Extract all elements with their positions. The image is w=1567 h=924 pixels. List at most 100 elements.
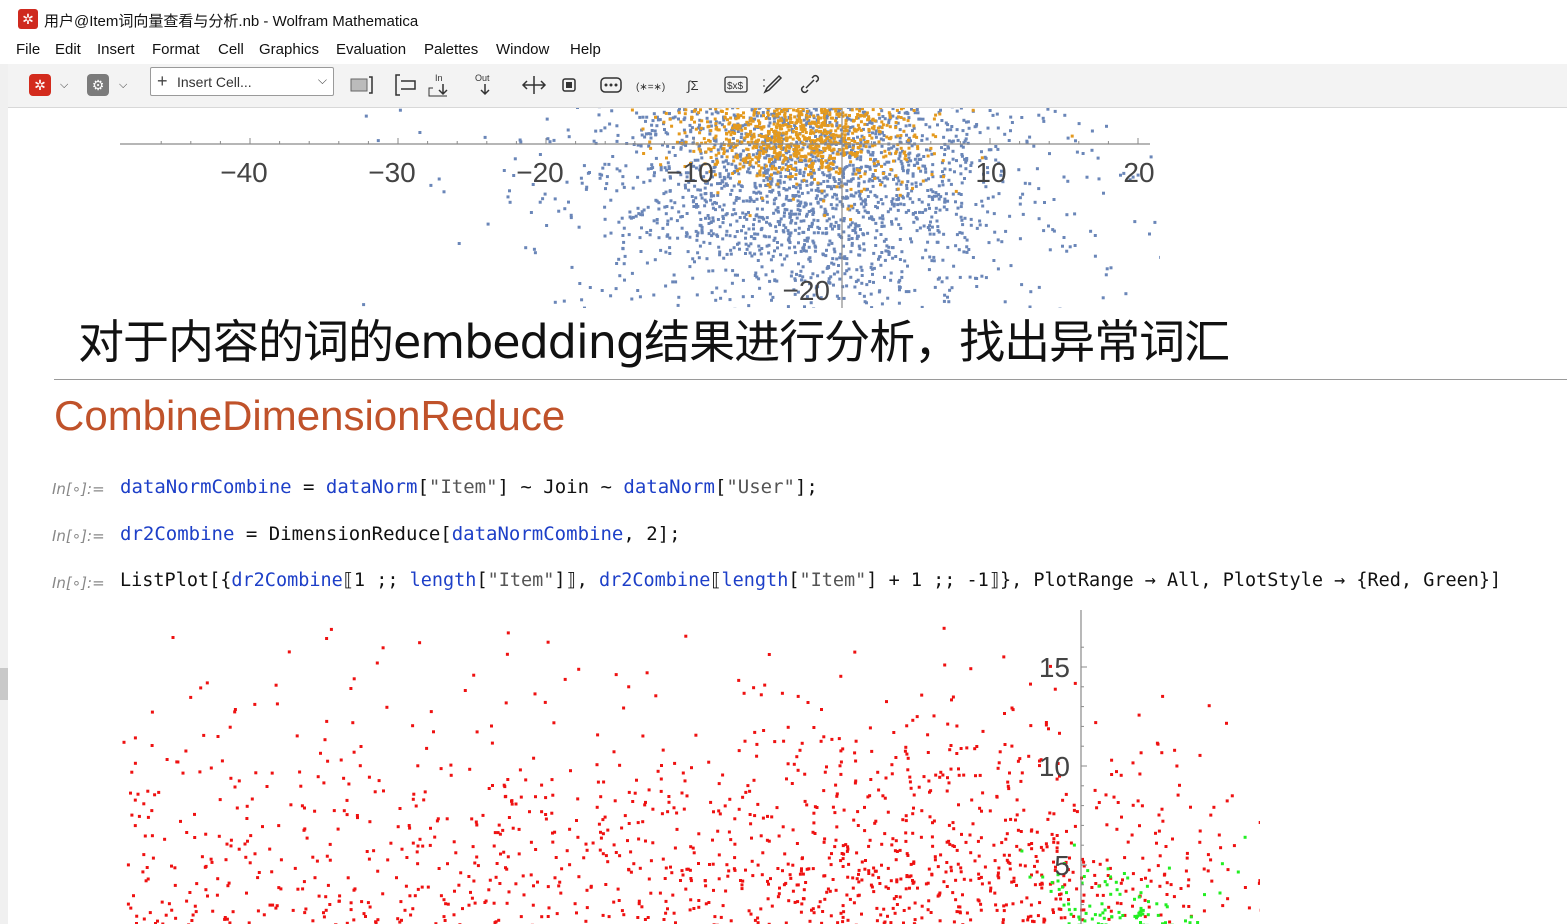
menu-window[interactable]: Window bbox=[496, 41, 550, 58]
bottom-point-red bbox=[405, 856, 409, 859]
evaluate-dropdown[interactable]: ⌵ bbox=[60, 72, 68, 98]
top-point-blue bbox=[936, 123, 939, 127]
top-point-blue bbox=[928, 228, 931, 232]
top-point-orange bbox=[764, 150, 768, 154]
bottom-point-red bbox=[812, 811, 816, 815]
bottom-point-green bbox=[1141, 908, 1145, 912]
output-cell-icon[interactable]: Out bbox=[475, 73, 490, 96]
menu-edit[interactable]: Edit bbox=[55, 41, 81, 58]
top-point-blue bbox=[636, 206, 640, 210]
top-point-blue bbox=[767, 154, 771, 158]
top-point-blue bbox=[752, 223, 755, 227]
top-point-blue bbox=[920, 134, 924, 138]
bottom-point-red bbox=[760, 873, 764, 877]
menu-file[interactable]: File bbox=[16, 41, 41, 58]
bottom-point-red bbox=[446, 862, 449, 866]
placeholder-icon[interactable]: (∗=∗) bbox=[636, 82, 665, 93]
bottom-point-red bbox=[355, 814, 359, 817]
input-cell-3[interactable]: ListPlot[{dr2Combine⟦1 ;; length["Item"]… bbox=[120, 570, 1501, 591]
top-point-blue bbox=[710, 234, 714, 238]
abort-button[interactable]: ⚙ bbox=[87, 72, 109, 98]
top-point-orange bbox=[732, 123, 736, 127]
top-point-orange bbox=[892, 159, 895, 163]
bottom-point-red bbox=[911, 881, 915, 885]
bottom-point-red bbox=[716, 829, 720, 833]
top-point-blue bbox=[769, 223, 773, 227]
top-point-orange bbox=[831, 133, 835, 136]
scroll-marker[interactable] bbox=[0, 668, 8, 700]
section-title[interactable]: CombineDimensionReduce bbox=[54, 392, 566, 439]
group-cells-icon[interactable] bbox=[395, 74, 416, 96]
top-point-blue bbox=[682, 128, 686, 132]
menu-graphics[interactable]: Graphics bbox=[259, 41, 320, 58]
math-assistant-icon[interactable]: ∫Σ bbox=[686, 78, 699, 93]
top-point-orange bbox=[813, 151, 817, 155]
insert-cell-select[interactable]: + Insert Cell... ⌵ bbox=[150, 67, 334, 96]
bottom-point-red bbox=[782, 739, 786, 743]
top-point-orange bbox=[816, 125, 820, 129]
tex-icon[interactable]: $x$ bbox=[724, 76, 748, 93]
bottom-point-red bbox=[589, 884, 593, 888]
copy-icon[interactable] bbox=[562, 78, 576, 92]
top-point-orange bbox=[902, 151, 906, 155]
bottom-point-red bbox=[746, 784, 750, 788]
top-point-blue bbox=[563, 207, 567, 211]
top-point-blue bbox=[825, 266, 829, 270]
top-point-blue bbox=[910, 182, 914, 186]
top-point-blue bbox=[583, 306, 586, 308]
top-point-blue bbox=[975, 285, 979, 288]
bottom-point-red bbox=[805, 867, 809, 871]
input-cell-1[interactable]: dataNormCombine = dataNorm["Item"] ~ Joi… bbox=[120, 476, 818, 498]
menu-palettes[interactable]: Palettes bbox=[424, 41, 479, 58]
top-point-blue bbox=[706, 214, 710, 217]
code-token: [ bbox=[476, 570, 488, 591]
top-point-orange bbox=[751, 146, 755, 150]
cell-bracket-icon[interactable] bbox=[350, 76, 373, 94]
more-icon[interactable] bbox=[600, 77, 622, 93]
pen-icon[interactable] bbox=[763, 74, 783, 94]
top-point-blue bbox=[852, 144, 855, 148]
abort-dropdown[interactable]: ⌵ bbox=[119, 72, 127, 98]
menu-cell[interactable]: Cell bbox=[218, 41, 244, 58]
bottom-point-red bbox=[905, 852, 909, 856]
bottom-point-red bbox=[1081, 899, 1085, 903]
menu-format[interactable]: Format bbox=[152, 41, 200, 58]
top-point-blue bbox=[677, 109, 681, 113]
top-point-blue bbox=[717, 245, 721, 249]
input-cell-icon[interactable]: In bbox=[428, 73, 448, 97]
top-point-blue bbox=[845, 257, 849, 261]
top-point-blue bbox=[874, 129, 878, 133]
input-cell-2[interactable]: dr2Combine = DimensionReduce[dataNormCom… bbox=[120, 523, 681, 545]
bottom-point-red bbox=[709, 800, 713, 804]
top-point-blue bbox=[803, 243, 806, 247]
menu-evaluation[interactable]: Evaluation bbox=[336, 41, 407, 58]
top-point-blue bbox=[805, 212, 809, 216]
menu-insert[interactable]: Insert bbox=[97, 41, 135, 58]
top-point-orange bbox=[825, 109, 829, 113]
top-point-blue bbox=[954, 244, 958, 248]
top-point-orange bbox=[885, 135, 889, 139]
top-point-blue bbox=[866, 195, 870, 198]
text-cell[interactable]: 对于内容的词的embedding结果进行分析，找出异常词汇 bbox=[78, 315, 1230, 369]
bottom-point-red bbox=[883, 832, 887, 836]
top-point-orange bbox=[785, 144, 789, 148]
evaluate-button[interactable]: ✲ bbox=[29, 72, 51, 98]
menu-help[interactable]: Help bbox=[570, 41, 601, 58]
bottom-point-red bbox=[635, 778, 638, 782]
top-point-blue bbox=[793, 292, 797, 296]
top-point-blue bbox=[533, 251, 537, 255]
resize-icon[interactable] bbox=[521, 76, 547, 94]
top-point-orange bbox=[754, 145, 758, 149]
top-point-blue bbox=[842, 175, 845, 179]
top-point-blue bbox=[937, 230, 941, 234]
top-point-orange bbox=[837, 114, 841, 118]
bottom-point-red bbox=[1006, 784, 1010, 788]
top-point-orange bbox=[785, 108, 788, 112]
top-point-blue bbox=[802, 170, 806, 174]
top-point-orange bbox=[1070, 134, 1074, 138]
top-point-blue bbox=[828, 173, 832, 177]
bottom-point-red bbox=[833, 811, 837, 815]
link-icon[interactable] bbox=[800, 74, 820, 94]
top-point-blue bbox=[872, 218, 876, 222]
top-point-blue bbox=[709, 183, 713, 187]
